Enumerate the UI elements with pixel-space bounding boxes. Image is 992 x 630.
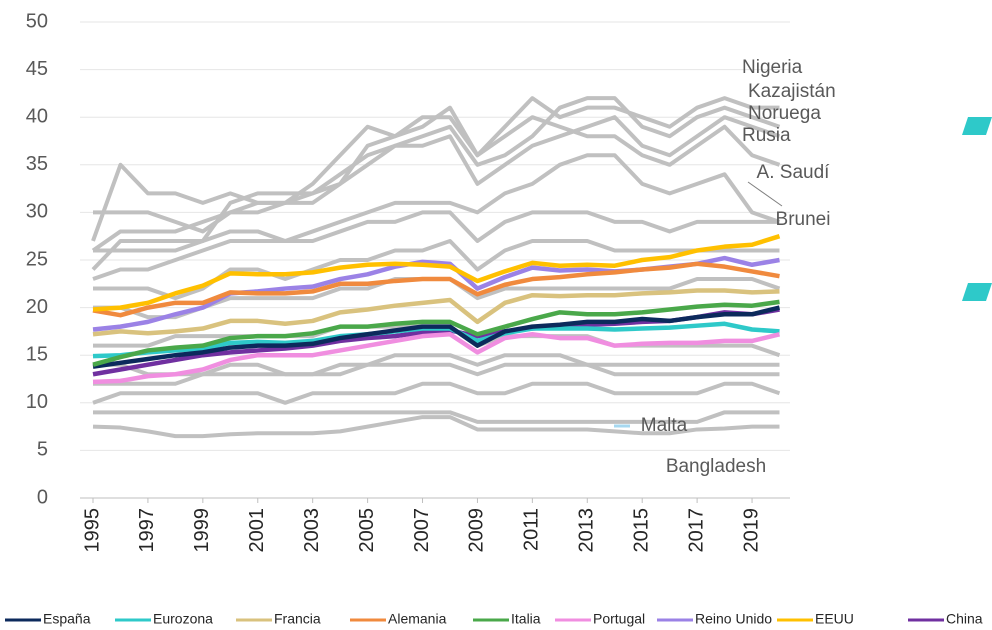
series-line xyxy=(92,288,780,337)
x-tick-label: 2005 xyxy=(356,508,378,553)
y-tick-label: 45 xyxy=(26,58,48,80)
background-line xyxy=(93,410,780,424)
x-tick-label: 2017 xyxy=(685,508,707,553)
x-tick-label: 2011 xyxy=(521,508,543,551)
y-tick-label: 35 xyxy=(26,153,48,175)
y-tick-label: 5 xyxy=(37,439,48,461)
legend-label: Eurozona xyxy=(153,611,213,627)
legend-label: Portugal xyxy=(593,611,645,627)
legend-label: EEUU xyxy=(815,611,854,627)
x-tick-label: 1995 xyxy=(81,508,103,553)
y-tick-label: 20 xyxy=(26,296,48,318)
annotation: Nigeria xyxy=(742,57,803,78)
y-tick-label: 25 xyxy=(26,248,48,270)
annotation: Noruega xyxy=(748,103,821,124)
annotation: Bangladesh xyxy=(666,456,766,477)
leader-line xyxy=(747,181,783,207)
series-line xyxy=(92,261,780,318)
y-tick-label: 40 xyxy=(26,105,48,127)
y-tick-label: 30 xyxy=(26,201,48,223)
background-line xyxy=(92,381,781,405)
annotation: Malta xyxy=(641,415,688,436)
background-line xyxy=(91,105,781,242)
series-line xyxy=(92,299,780,367)
annotation: A. Saudí xyxy=(757,162,831,183)
background-line xyxy=(93,210,780,253)
x-tick-label: 2013 xyxy=(576,508,598,553)
y-tick-label: 0 xyxy=(37,486,48,508)
x-tick-label: 2009 xyxy=(466,508,488,553)
legend-label: China xyxy=(946,611,983,627)
x-tick-label: 2001 xyxy=(246,508,268,553)
x-tick-label: 2003 xyxy=(301,508,323,553)
y-tick-label: 15 xyxy=(26,343,48,365)
legend-label: Italia xyxy=(511,611,541,627)
x-tick-label: 1999 xyxy=(191,508,213,553)
legend-label: Alemania xyxy=(388,611,447,627)
background-line xyxy=(92,415,780,439)
legend-label: Reino Unido xyxy=(695,611,772,627)
annotation: Kazajistán xyxy=(748,81,836,102)
y-tick-label: 50 xyxy=(26,10,48,32)
annotation: Brunei xyxy=(776,209,831,230)
decoration xyxy=(962,283,992,301)
annotation: Rusia xyxy=(742,125,791,146)
decoration xyxy=(962,117,992,135)
background-line xyxy=(93,362,780,386)
background-line xyxy=(93,115,781,234)
y-tick-label: 10 xyxy=(26,391,48,413)
background-line xyxy=(92,153,781,281)
background-line xyxy=(91,96,781,271)
series-line xyxy=(92,332,781,385)
x-tick-label: 2007 xyxy=(411,508,433,553)
x-tick-label: 2019 xyxy=(740,508,762,553)
legend-label: España xyxy=(43,611,91,627)
x-tick-label: 2015 xyxy=(630,508,652,553)
series-line xyxy=(92,234,781,312)
x-tick-label: 1997 xyxy=(136,508,158,553)
legend-label: Francia xyxy=(274,611,321,627)
series-line xyxy=(92,305,781,369)
